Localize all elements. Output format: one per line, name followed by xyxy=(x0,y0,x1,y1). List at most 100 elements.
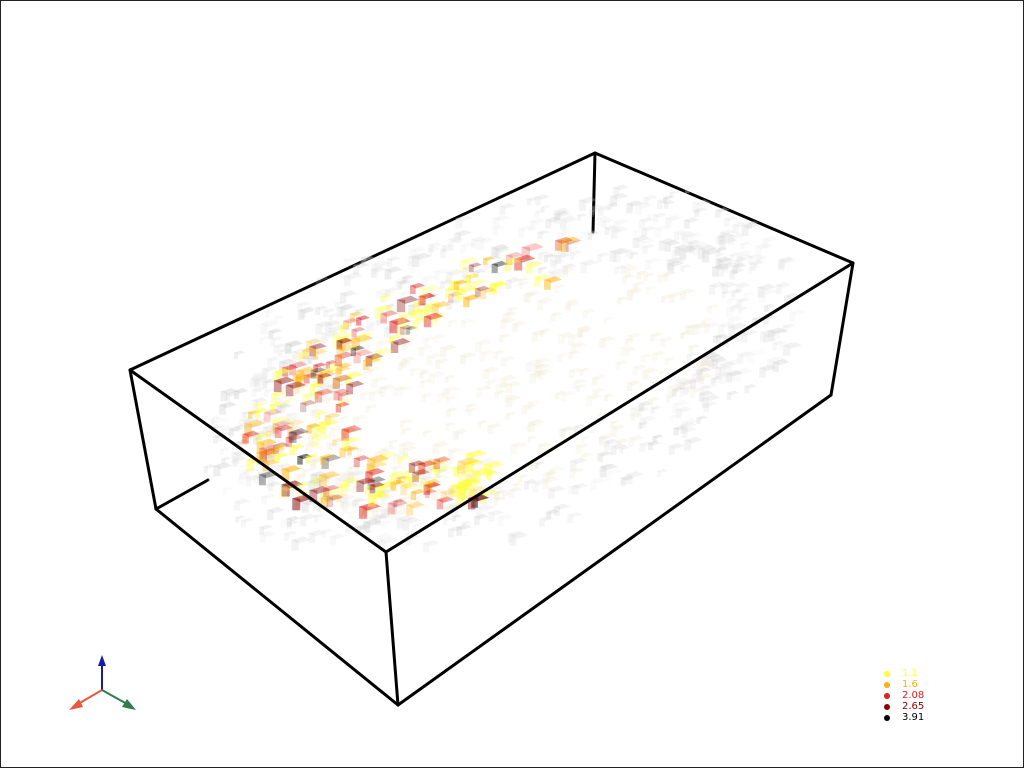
voxel-face xyxy=(271,416,291,424)
voxel-face xyxy=(395,512,402,521)
voxel-face xyxy=(711,378,716,385)
voxel-face xyxy=(262,456,275,462)
voxel-face xyxy=(381,522,386,529)
voxel-face xyxy=(598,208,604,217)
voxel-face xyxy=(579,262,587,274)
voxel-face xyxy=(526,260,544,268)
voxel-face xyxy=(582,310,588,319)
voxel-face xyxy=(736,250,752,256)
voxel-face xyxy=(313,479,321,490)
voxel-face xyxy=(318,474,328,488)
voxel-face xyxy=(468,264,474,273)
voxel-face xyxy=(270,427,277,437)
voxel-face xyxy=(294,503,300,511)
voxel-face xyxy=(563,242,569,250)
voxel-face xyxy=(463,294,481,301)
voxel-face xyxy=(273,345,279,354)
voxel-face xyxy=(339,502,344,509)
voxel-face xyxy=(675,379,682,388)
voxel-face xyxy=(518,225,534,232)
voxel-face xyxy=(619,447,624,454)
voxel-face xyxy=(404,474,423,482)
voxel-face xyxy=(203,464,216,469)
voxel-face xyxy=(671,386,685,392)
voxel-face xyxy=(386,256,402,262)
voxel-face xyxy=(402,448,409,457)
voxel-face xyxy=(391,474,402,479)
voxel-face xyxy=(532,365,538,373)
voxel-face xyxy=(763,317,769,325)
voxel-face xyxy=(397,282,403,290)
bounding-box xyxy=(128,261,855,707)
voxel-face xyxy=(647,212,659,217)
voxel-face xyxy=(274,424,293,432)
voxel-face xyxy=(679,382,685,391)
voxel-face xyxy=(461,520,472,525)
voxel-face xyxy=(609,192,629,200)
orientation-axes-widget[interactable] xyxy=(69,655,136,710)
voxel-face xyxy=(318,422,327,434)
voxel-face xyxy=(383,511,389,519)
voxel-face xyxy=(533,277,541,287)
voxel-face xyxy=(253,473,267,479)
voxel-face xyxy=(598,433,617,440)
voxel-face xyxy=(508,489,515,498)
voxel-face xyxy=(505,395,523,402)
voxel-face xyxy=(465,453,474,466)
voxel-face xyxy=(465,275,472,284)
voxel-face xyxy=(667,257,685,264)
voxel-face xyxy=(295,499,302,508)
voxel-face xyxy=(354,319,359,327)
voxel-face xyxy=(734,367,754,375)
voxel-face xyxy=(457,494,466,507)
voxel-face xyxy=(393,454,400,465)
voxel-face xyxy=(740,329,759,336)
voxel-face xyxy=(292,498,301,511)
voxel-face xyxy=(719,240,726,251)
voxel-face xyxy=(364,324,376,329)
voxel-face xyxy=(320,497,329,510)
voxel-face xyxy=(603,316,614,321)
voxel-face xyxy=(426,352,443,360)
voxel-face xyxy=(287,429,305,436)
voxel-face xyxy=(375,291,381,299)
voxel-face xyxy=(212,435,218,444)
voxel-face xyxy=(550,311,564,317)
voxel-face xyxy=(700,319,706,328)
voxel-face xyxy=(273,376,295,385)
voxel-face xyxy=(256,417,269,422)
voxel-face xyxy=(358,506,368,519)
voxel-face xyxy=(736,354,744,365)
voxel-face xyxy=(432,444,439,455)
voxel-face xyxy=(603,438,620,445)
voxel-face xyxy=(252,374,259,383)
legend-entry: 1.6 xyxy=(884,679,964,690)
voxel-face xyxy=(314,390,326,395)
voxel-face xyxy=(609,251,617,262)
voxel-face xyxy=(523,294,529,303)
voxel-face xyxy=(673,427,679,436)
voxel-face xyxy=(380,295,385,303)
voxel-face xyxy=(639,443,645,453)
voxel-face xyxy=(347,512,353,520)
voxel-face xyxy=(657,275,663,283)
voxel-face xyxy=(560,236,582,245)
voxel-face xyxy=(380,290,396,296)
voxel-face xyxy=(707,354,725,361)
voxel-face xyxy=(365,471,373,483)
voxel-face xyxy=(420,477,426,486)
voxel-face xyxy=(783,345,791,356)
voxel-face xyxy=(543,255,549,263)
voxel-face xyxy=(336,348,345,360)
voxel-face xyxy=(306,341,312,351)
voxel-face xyxy=(219,447,230,452)
voxel-face xyxy=(422,429,433,434)
voxel-face xyxy=(757,257,762,263)
voxel-face xyxy=(278,442,292,448)
voxel-face xyxy=(715,207,730,213)
voxel-face xyxy=(484,507,490,515)
voxel-face xyxy=(268,445,287,453)
voxel-face xyxy=(343,497,349,505)
voxel-face xyxy=(222,488,227,495)
